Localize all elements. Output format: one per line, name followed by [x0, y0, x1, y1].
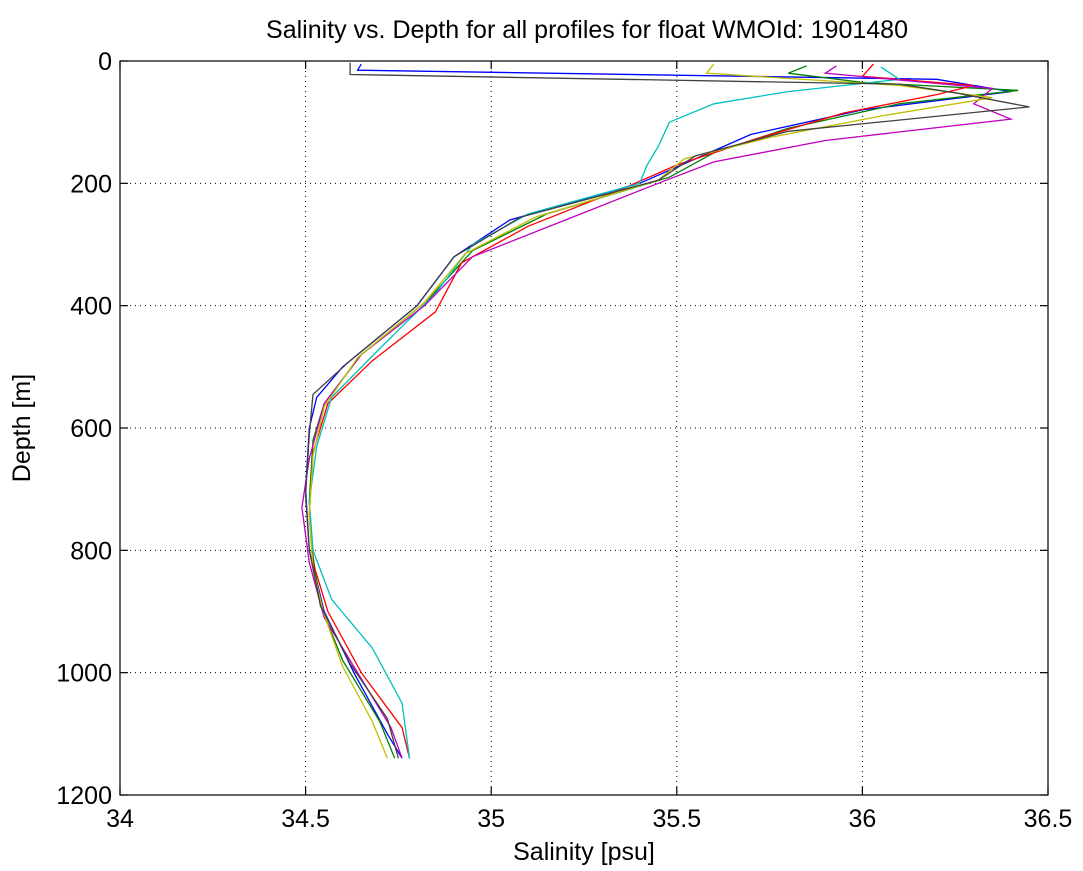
y-tick-label: 200 [70, 170, 112, 198]
y-axis-ticks: 0 200 400 600 800 1000 1200 [56, 48, 1048, 810]
profile-line-7 [304, 62, 1030, 759]
profile-line-6 [308, 63, 993, 759]
series-group [301, 62, 1030, 759]
y-tick-label: 800 [70, 537, 112, 565]
profile-line-4 [308, 66, 902, 759]
y-tick-label: 400 [70, 293, 112, 321]
plot-frame [119, 60, 1049, 796]
profile-line-3 [308, 63, 974, 759]
x-tick-label: 34.5 [281, 805, 330, 833]
y-tick-label: 1200 [56, 782, 112, 810]
x-tick-label: 35.5 [652, 805, 701, 833]
grid-lines [120, 61, 1048, 795]
y-tick-label: 1000 [56, 660, 112, 688]
x-axis-label: Salinity [psu] [513, 838, 655, 866]
x-tick-label: 34 [106, 805, 134, 833]
x-tick-label: 36.5 [1024, 805, 1073, 833]
profile-line-2 [308, 65, 1019, 759]
x-axis-ticks: 34 34.5 35 35.5 36 36.5 [106, 61, 1072, 833]
profile-line-1 [304, 63, 1012, 759]
y-tick-label: 0 [98, 48, 112, 76]
x-tick-label: 36 [848, 805, 876, 833]
chart-title: Salinity vs. Depth for all profiles for … [266, 16, 908, 44]
x-tick-label: 35 [477, 805, 505, 833]
profile-line-5 [301, 65, 1014, 759]
y-axis-label: Depth [m] [8, 374, 36, 482]
y-tick-label: 600 [70, 415, 112, 443]
